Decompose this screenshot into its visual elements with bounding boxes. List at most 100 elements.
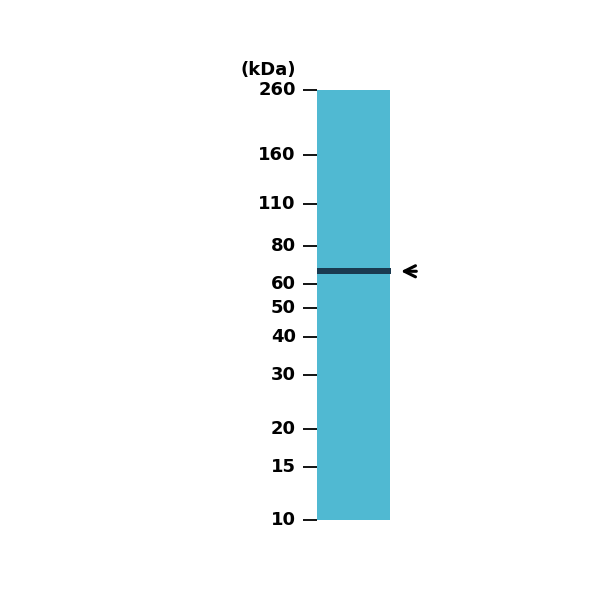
Bar [318,91,367,520]
Bar [318,91,365,520]
Bar [317,91,324,520]
Bar [318,91,376,520]
Text: 260: 260 [259,82,296,100]
Bar [318,91,339,520]
Bar [318,91,375,520]
Bar [317,91,332,520]
Bar [318,91,370,520]
Bar [318,91,361,520]
Bar [318,91,356,520]
Bar [318,91,364,520]
Bar [318,91,343,520]
Bar [318,91,333,520]
Text: 40: 40 [271,328,296,346]
Bar [318,91,366,520]
Bar [318,91,385,520]
Bar [318,91,352,520]
Bar [318,91,353,520]
Text: 110: 110 [259,195,296,213]
Text: 60: 60 [271,275,296,293]
Text: 160: 160 [259,146,296,164]
Bar [318,91,358,520]
Bar [317,91,323,520]
Bar [318,91,369,520]
Bar [317,91,329,520]
Bar [318,91,358,520]
Bar [318,91,370,520]
Bar [317,91,331,520]
Bar [318,91,348,520]
Bar [318,91,341,520]
Bar [318,91,335,520]
Bar [318,91,335,520]
Bar [318,91,350,520]
Bar [318,91,341,520]
Bar [317,91,320,520]
Bar [318,91,376,520]
Bar [317,91,326,520]
Bar [318,91,388,520]
Bar [318,91,338,520]
Bar [318,91,354,520]
Bar [318,91,355,520]
Bar [318,91,382,520]
Bar [318,91,379,520]
Bar [317,91,323,520]
Bar [318,91,373,520]
Text: 20: 20 [271,420,296,438]
Bar [317,91,326,520]
Text: 30: 30 [271,366,296,384]
Bar [317,91,325,520]
Bar [318,91,373,520]
Bar [318,91,363,520]
Bar [317,91,328,520]
Bar [318,91,368,520]
Text: 50: 50 [271,299,296,317]
Bar [318,91,384,520]
Bar [318,91,362,520]
Bar [318,91,349,520]
Bar [318,91,347,520]
Bar [318,91,377,520]
Bar [318,91,359,520]
Bar [318,91,378,520]
Bar [318,91,383,520]
Bar [318,91,390,520]
Bar [318,91,345,520]
Bar [317,91,322,520]
Bar [317,91,320,520]
Bar [317,91,321,520]
Text: 80: 80 [271,237,296,255]
Bar [317,91,318,520]
Bar [318,91,387,520]
Bar [318,91,346,520]
Bar [318,91,338,520]
Bar [318,91,367,520]
Bar [317,91,330,520]
Bar [318,91,344,520]
Bar [318,91,351,520]
Bar [318,91,364,520]
Text: 10: 10 [271,511,296,529]
Bar [318,91,382,520]
Bar [318,91,353,520]
Bar [318,91,371,520]
Bar [318,91,380,520]
Bar [318,91,381,520]
Bar [318,91,355,520]
Text: (kDa): (kDa) [241,61,296,79]
Bar [317,91,319,520]
Bar [318,91,391,520]
Bar [318,91,332,520]
Bar [318,91,360,520]
Bar [318,91,357,520]
Bar [318,91,372,520]
Bar [318,91,342,520]
Bar [318,91,350,520]
Bar [317,91,327,520]
Bar [318,91,340,520]
Bar [318,91,385,520]
Text: 15: 15 [271,458,296,476]
Bar [318,91,361,520]
Bar [317,268,391,274]
